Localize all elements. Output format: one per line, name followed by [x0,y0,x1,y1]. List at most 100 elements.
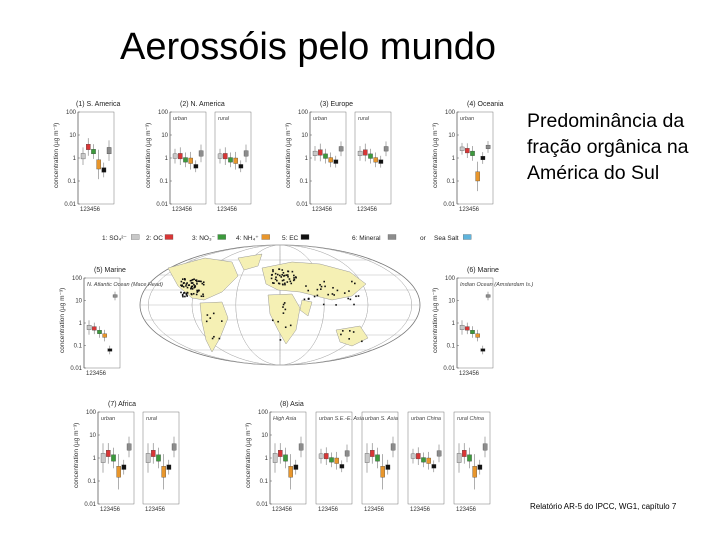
box-6 [485,144,491,149]
x-tick-labels: 123456 [172,207,193,213]
box-2 [178,153,183,160]
box-4 [116,466,121,478]
x-tick-labels: 123456 [86,371,107,377]
site-marker [181,294,184,297]
site-marker [352,331,355,333]
site-marker [191,282,193,284]
site-marker [283,275,285,277]
box-1 [357,150,363,156]
legend-swatch [463,234,472,240]
site-marker [195,293,198,296]
box-3 [421,457,426,463]
box-1 [86,325,92,330]
y-tick-label: 100 [445,276,456,282]
y-tick-label: 0.1 [68,179,77,185]
box-4 [188,157,193,164]
subplot-label: urban S.E.-E. Asia [319,416,364,422]
x-tick-labels: 123456 [272,507,293,513]
site-marker [349,330,351,332]
site-marker [272,270,274,273]
site-marker [324,285,326,288]
box-3 [467,454,472,462]
y-tick-label: 0.1 [300,179,309,185]
site-marker [186,291,189,294]
box-5 [121,464,127,470]
box-5 [193,164,199,169]
site-marker [193,283,195,286]
svg-text:5: EC: 5: EC [282,235,299,242]
site-marker [197,280,200,282]
box-2 [92,326,97,331]
site-marker [316,294,319,297]
continent [237,253,263,271]
y-tick-label: 1 [452,321,456,327]
y-tick-label: 0.01 [443,366,455,372]
site-marker [293,277,295,279]
x-tick-labels: 123456 [459,371,480,377]
y-tick-label: 100 [158,110,169,116]
box-1 [318,453,324,459]
site-marker [357,295,360,297]
subplot-frame [315,411,353,505]
site-marker [279,339,282,341]
box-4 [328,157,333,163]
y-tick-label: 0.01 [84,502,96,508]
subplot-label: rural [218,116,230,122]
site-marker [281,269,284,271]
site-marker [220,320,223,322]
site-marker [276,273,279,276]
box-3 [228,157,233,163]
y-tick-label: 0.01 [70,366,82,372]
y-axis-label: concentration (µg m⁻³) [285,123,292,188]
box-1 [459,146,465,151]
box-6 [126,443,132,451]
legend-entry: 2: OC [146,234,174,242]
site-marker [287,275,289,278]
site-marker [191,278,194,281]
legend-entry: Sea Salt [434,234,472,242]
x-tick-labels: 123456 [459,207,480,213]
site-marker [280,276,283,278]
svg-text:6: Mineral: 6: Mineral [352,235,381,242]
box-3 [323,153,328,159]
box-4 [233,157,238,164]
site-marker [288,278,291,280]
svg-text:3: NO₃⁻: 3: NO₃⁻ [192,235,216,242]
site-marker [196,280,198,283]
citation: Relatório AR-5 do IPCC, WG1, capítulo 7 [530,502,677,511]
y-tick-label: 100 [72,276,83,282]
site-marker [313,295,316,298]
site-marker [319,283,321,286]
y-tick-label: 0.01 [156,202,168,208]
panel-title: (8) Asia [280,401,304,408]
x-tick-labels: 123456 [100,507,121,513]
subplot-frame [83,277,121,369]
panel-marine-atl: (5) Marine 100 10 1 0.1 0.01 concentration (µg… [59,267,163,377]
site-marker [327,293,329,296]
y-tick-label: 0.1 [88,479,97,485]
y-tick-label: 1 [93,456,97,462]
box-2 [370,450,375,457]
site-marker [200,295,203,298]
site-marker [181,285,183,288]
box-6 [344,450,350,457]
y-axis-label: concentration (µg m⁻³) [53,123,60,188]
legend-entry: 4: NH₄⁺ [236,234,270,242]
site-marker [282,279,285,281]
site-marker [303,298,306,301]
box-5 [339,464,345,469]
box-1 [80,153,86,160]
panel-marine-ind: (6) Marine 100 10 1 0.1 0.01 concentration (µg… [432,267,534,377]
box-1 [459,325,465,330]
site-marker [348,338,350,340]
site-marker [202,283,205,286]
svg-text:Sea Salt: Sea Salt [434,235,459,242]
subplot-frame [354,111,392,205]
y-tick-label: 1 [265,456,269,462]
site-marker [185,293,188,296]
box-1 [172,153,178,159]
slide-title: Aerossóis pelo mundo [120,26,496,68]
y-axis-label: concentration (µg m⁻³) [432,288,439,353]
site-marker [355,295,357,298]
legend-swatch [131,234,140,240]
